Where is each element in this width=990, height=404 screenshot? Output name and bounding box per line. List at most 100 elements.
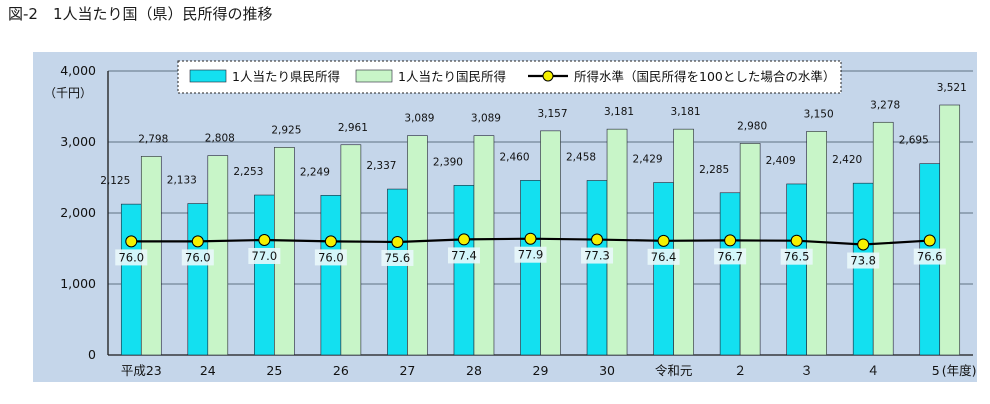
bar-prefectural bbox=[586, 180, 608, 356]
ratio-label-background bbox=[381, 249, 414, 266]
y-tick-label: 2,000 bbox=[60, 205, 96, 220]
bar-value-label-prefectural: 2,249 bbox=[300, 166, 330, 178]
x-unit-label: (年度) bbox=[942, 363, 977, 378]
ratio-label-background bbox=[647, 248, 680, 265]
ratio-marker bbox=[324, 235, 337, 248]
bar-value-label-national: 2,798 bbox=[138, 133, 168, 145]
x-tick-label: 平成23 bbox=[121, 363, 162, 378]
bar-value-label-national: 3,521 bbox=[937, 82, 967, 94]
ratio-value-label: 77.9 bbox=[518, 248, 544, 262]
bar-prefectural bbox=[187, 203, 209, 356]
data-labels: 2,125 2,798 2,133 2,808 2,253 2,925 2,249 2,961… bbox=[100, 82, 967, 269]
x-tick-label: 25 bbox=[266, 363, 282, 378]
bar-value-label-national: 3,181 bbox=[671, 106, 701, 118]
bar-prefectural bbox=[653, 182, 674, 356]
ratio-label-background bbox=[714, 248, 747, 265]
y-tick-label: 1,000 bbox=[60, 276, 96, 291]
x-tick-label: 28 bbox=[466, 363, 482, 378]
bar-prefectural bbox=[786, 183, 807, 356]
legend-label-ratio: 所得水準（国民所得を100とした場合の水準） bbox=[574, 69, 835, 84]
y-tick-label: 4,000 bbox=[60, 63, 96, 78]
bar-value-label-prefectural: 2,409 bbox=[766, 155, 796, 167]
ratio-value-label: 76.4 bbox=[651, 250, 677, 264]
ratio-label-background bbox=[780, 248, 813, 265]
ratio-label-background bbox=[314, 249, 347, 266]
legend-marker-ratio bbox=[542, 70, 554, 82]
bar-national bbox=[473, 135, 495, 356]
ratio-value-label: 73.8 bbox=[850, 254, 876, 268]
ratio-label-background bbox=[181, 249, 214, 266]
ratio-marker bbox=[591, 233, 604, 246]
ratio-marker bbox=[923, 234, 936, 247]
bar-national bbox=[540, 130, 561, 356]
x-tick-label: 29 bbox=[533, 363, 549, 378]
ratio-marker bbox=[191, 235, 204, 248]
ratio-label-background bbox=[514, 246, 547, 263]
bar-value-label-national: 2,808 bbox=[205, 133, 235, 145]
legend-box bbox=[177, 60, 842, 94]
bar-value-label-national: 3,089 bbox=[471, 113, 501, 125]
bar-value-label-prefectural: 2,458 bbox=[566, 151, 596, 163]
bar-value-label-national: 2,980 bbox=[737, 120, 767, 132]
legend-label-prefectural: 1人当たり県民所得 bbox=[232, 69, 340, 84]
ratio-value-label: 77.3 bbox=[584, 249, 610, 263]
ratio-value-label: 76.0 bbox=[118, 250, 144, 264]
x-tick-label: 令和元 bbox=[655, 363, 693, 378]
bar-value-label-national: 2,925 bbox=[271, 124, 301, 136]
y-tick-label: 0 bbox=[88, 347, 96, 362]
legend-label-national: 1人当たり国民所得 bbox=[398, 69, 506, 84]
x-tick-label: 30 bbox=[599, 363, 615, 378]
ratio-value-label: 75.6 bbox=[385, 251, 411, 265]
bar-value-label-prefectural: 2,337 bbox=[366, 160, 396, 172]
bar-value-label-prefectural: 2,253 bbox=[233, 166, 263, 178]
x-tick-label: ３ bbox=[800, 363, 813, 378]
bar-value-label-prefectural: 2,429 bbox=[633, 154, 663, 166]
ratio-value-label: 76.0 bbox=[185, 250, 211, 264]
bar-value-label-prefectural: 2,460 bbox=[499, 151, 529, 163]
legend: 1人当たり県民所得 1人当たり国民所得 所得水準（国民所得を100とした場合の水準） bbox=[177, 60, 842, 94]
bar-national bbox=[606, 128, 628, 356]
ratio-marker bbox=[724, 234, 737, 247]
x-tick-label: 26 bbox=[333, 363, 349, 378]
legend-swatch-prefectural bbox=[189, 69, 227, 83]
bar-value-label-national: 3,089 bbox=[404, 113, 434, 125]
bar-value-label-prefectural: 2,390 bbox=[433, 156, 463, 168]
bar-national bbox=[872, 121, 894, 356]
x-tick-label: ２ bbox=[734, 363, 747, 378]
ratio-marker bbox=[391, 235, 404, 248]
legend-swatch-national bbox=[355, 69, 393, 83]
ratio-value-label: 76.0 bbox=[318, 250, 344, 264]
x-tick-label: 24 bbox=[200, 363, 216, 378]
figure-title: 図-2 1人当たり国（県）民所得の推移 bbox=[8, 5, 273, 23]
ratio-marker bbox=[657, 234, 670, 247]
bar-prefectural bbox=[453, 185, 475, 356]
bar-value-label-prefectural: 2,285 bbox=[699, 164, 729, 176]
ratio-marker bbox=[857, 238, 870, 251]
bar-prefectural bbox=[254, 194, 275, 356]
bar-value-label-national: 3,278 bbox=[870, 99, 900, 111]
ratio-marker bbox=[790, 234, 803, 247]
ratio-label-background bbox=[913, 248, 946, 265]
bar-national bbox=[673, 128, 694, 356]
bar-prefectural bbox=[387, 188, 408, 356]
bar-value-label-national: 3,157 bbox=[537, 108, 567, 120]
bar-value-label-national: 3,150 bbox=[804, 108, 834, 120]
ratio-marker bbox=[457, 233, 470, 246]
x-tick-label: 5 bbox=[932, 363, 940, 378]
bar-national bbox=[407, 135, 428, 356]
bar-prefectural bbox=[120, 203, 142, 356]
bar-value-label-national: 2,961 bbox=[338, 122, 368, 134]
ratio-value-label: 77.4 bbox=[451, 248, 477, 262]
x-tick-label: 27 bbox=[399, 363, 415, 378]
ratio-marker bbox=[125, 235, 138, 248]
bar-prefectural bbox=[520, 180, 541, 356]
bar-value-label-prefectural: 2,133 bbox=[167, 175, 197, 187]
y-unit-label: （千円） bbox=[44, 86, 92, 100]
bar-prefectural bbox=[852, 182, 874, 356]
bar-value-label-prefectural: 2,125 bbox=[100, 175, 130, 187]
y-tick-label: 3,000 bbox=[60, 134, 96, 149]
bar-prefectural bbox=[320, 195, 342, 356]
bar-national bbox=[939, 104, 961, 356]
bar-value-label-prefectural: 2,695 bbox=[899, 135, 929, 147]
